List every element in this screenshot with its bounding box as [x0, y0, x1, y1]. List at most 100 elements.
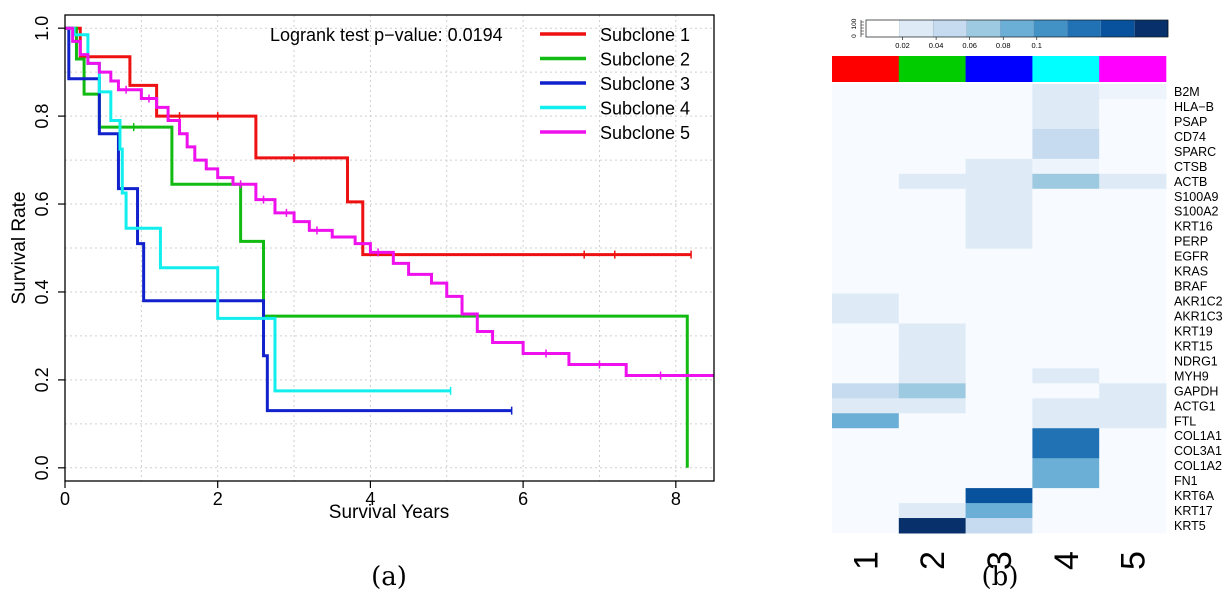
legend: Subclone 1 Subclone 2 Subclone 3 Subclone 4…	[540, 25, 690, 143]
heatmap-cells	[832, 84, 1167, 534]
gene-label: MYH9	[1174, 369, 1209, 383]
color-key-bin	[932, 19, 968, 38]
subclone-color-bar	[832, 56, 1167, 82]
x-tick-label: 0	[60, 489, 70, 509]
legend-label-subclone-3: Subclone 3	[600, 74, 690, 94]
color-key-tick-label: 0.1	[1032, 41, 1042, 50]
heatmap-cell	[965, 128, 1033, 145]
subclone-color-4	[1032, 56, 1100, 82]
heatmap-cell	[832, 158, 900, 175]
color-key-bin	[899, 19, 934, 38]
heatmap-cell	[965, 353, 1033, 369]
gene-label: AKR1C2	[1174, 295, 1223, 309]
heatmap-cell	[1099, 203, 1167, 220]
gene-label: AKR1C3	[1174, 309, 1223, 323]
heatmap-cell	[832, 248, 900, 265]
heatmap-cell	[965, 158, 1033, 175]
heatmap-cell	[965, 458, 1033, 474]
heatmap-cell	[1099, 248, 1167, 265]
heatmap-cell	[1032, 458, 1100, 474]
color-key-bin	[1000, 19, 1035, 38]
color-key-tick-label: 0.06	[962, 41, 977, 50]
heatmap-cell	[1032, 323, 1100, 339]
heatmap-cell	[1032, 473, 1100, 489]
subclone-color-2	[898, 56, 966, 82]
gene-labels: B2MHLA−BPSAPCD74SPARCCTSBACTBS100A9S100A…	[1174, 85, 1223, 533]
gene-label: FN1	[1174, 474, 1198, 488]
gene-label: SPARC	[1174, 145, 1216, 159]
color-key-bin	[1134, 19, 1169, 38]
heatmap-cell	[898, 503, 967, 519]
gene-label: CD74	[1174, 130, 1206, 144]
gene-label: COL1A2	[1174, 459, 1222, 473]
heatmap-cell	[965, 503, 1033, 519]
gene-label: KRT19	[1174, 324, 1213, 338]
heatmap-cell	[832, 278, 900, 295]
heatmap-cell	[832, 398, 900, 414]
color-key-bin	[1100, 19, 1135, 38]
heatmap-cell	[1099, 338, 1167, 354]
color-key-bin	[865, 19, 901, 38]
x-tick-label: 2	[213, 489, 223, 509]
heatmap-cell	[1032, 278, 1100, 295]
heatmap-cell	[965, 443, 1033, 459]
heatmap-cell	[832, 143, 900, 160]
heatmap-cell	[1099, 353, 1167, 369]
heatmap-cell	[832, 458, 900, 474]
heatmap-cell	[832, 128, 900, 145]
heatmap-cell	[832, 488, 900, 504]
heatmap-cell	[1032, 173, 1100, 190]
heatmap-cell	[1032, 293, 1100, 309]
gene-label: KRAS	[1174, 265, 1208, 279]
heatmap-cell	[1099, 143, 1167, 160]
y-tick-label: 0.4	[32, 279, 52, 304]
heatmap-cell	[1099, 84, 1167, 100]
heatmap-cell	[898, 218, 967, 235]
heatmap-cell	[898, 203, 967, 220]
heatmap-cell	[832, 503, 900, 519]
x-axis-label: Survival Years	[329, 502, 449, 523]
heatmap-cell	[965, 488, 1033, 504]
heatmap-cell	[898, 188, 967, 205]
heatmap-cell	[898, 473, 967, 489]
y-tick-label: 1.0	[32, 16, 52, 41]
heatmap-cell	[1032, 443, 1100, 459]
color-key-bin	[1067, 19, 1102, 38]
heatmap-cell	[898, 383, 967, 399]
heatmap-cell	[898, 233, 967, 250]
heatmap-cell	[965, 473, 1033, 489]
heatmap-cell	[965, 248, 1033, 265]
heatmap-cell	[898, 158, 967, 175]
heatmap-cell	[832, 413, 900, 429]
color-key-tick-label: 0.08	[996, 41, 1011, 50]
heatmap-cell	[1099, 503, 1167, 519]
y-tick-label: 0.0	[32, 455, 52, 480]
heatmap-cell	[1099, 218, 1167, 235]
heatmap-cell	[898, 263, 967, 280]
heatmap-cell	[898, 113, 967, 130]
heatmap-cell	[898, 84, 967, 100]
heatmap-cell	[1032, 218, 1100, 235]
heatmap-cell	[1099, 233, 1167, 250]
heatmap-cell	[965, 383, 1033, 399]
gene-label: B2M	[1174, 85, 1200, 99]
heatmap-cell	[832, 518, 900, 534]
gene-label: S100A9	[1174, 190, 1219, 204]
survival-curve-subclone-4	[65, 26, 451, 393]
gene-label: COL1A1	[1174, 429, 1222, 443]
heatmap-cell	[898, 443, 967, 459]
panel-label-a: (a)	[371, 562, 407, 592]
heatmap-cell	[898, 518, 967, 534]
heatmap-cell	[965, 323, 1033, 339]
x-tick-label: 8	[671, 489, 681, 509]
heatmap-cell	[1099, 263, 1167, 280]
gene-label: KRT5	[1174, 519, 1206, 533]
color-key: 0.02 0.04 0.06 0.08 0.1 100 0	[851, 18, 1169, 50]
column-label: 1	[847, 551, 885, 570]
gene-label: KRT6A	[1174, 489, 1215, 503]
survival-curve-subclone-2	[65, 26, 689, 468]
heatmap-cell	[1099, 488, 1167, 504]
gene-label: KRT17	[1174, 504, 1213, 518]
gene-label: EGFR	[1174, 250, 1209, 264]
color-key-count-label: 100	[851, 18, 858, 29]
